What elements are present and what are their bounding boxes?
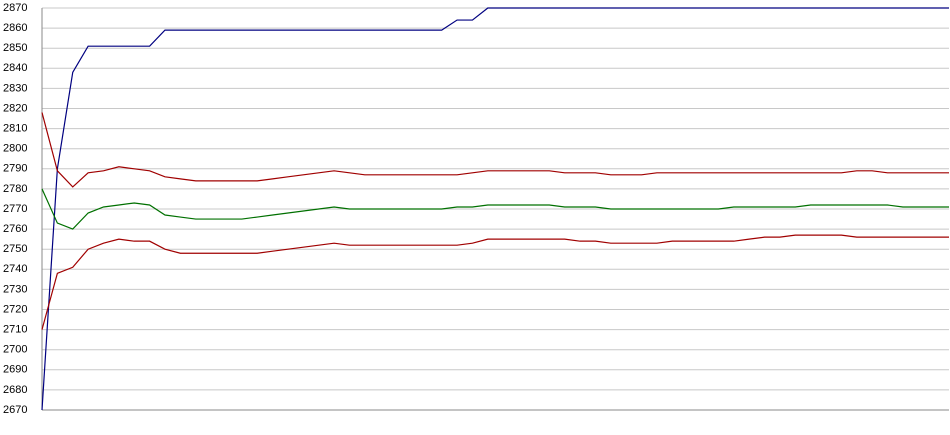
y-tick-label: 2790 <box>3 163 27 175</box>
y-tick-label: 2860 <box>3 22 27 34</box>
y-tick-label: 2870 <box>3 2 27 14</box>
y-tick-label: 2690 <box>3 364 27 376</box>
series-line <box>41 112 949 188</box>
y-tick-label: 2800 <box>3 143 27 155</box>
y-tick-label: 2760 <box>3 223 27 235</box>
y-tick-label: 2770 <box>3 203 27 215</box>
y-tick-label: 2700 <box>3 344 27 356</box>
y-tick-label: 2830 <box>3 82 27 94</box>
y-tick-label: 2780 <box>3 183 27 195</box>
y-tick-label: 2850 <box>3 42 27 54</box>
series-line <box>41 188 949 230</box>
y-tick-label: 2730 <box>3 283 27 295</box>
y-tick-label: 2840 <box>3 62 27 74</box>
y-tick-label: 2670 <box>3 404 27 416</box>
y-tick-label: 2750 <box>3 243 27 255</box>
y-tick-label: 2810 <box>3 123 27 135</box>
series-line <box>41 234 949 330</box>
y-tick-label: 2820 <box>3 102 27 114</box>
series-line <box>41 7 949 411</box>
y-tick-label: 2740 <box>3 263 27 275</box>
y-tick-label: 2710 <box>3 324 27 336</box>
y-tick-label: 2680 <box>3 384 27 396</box>
y-tick-label: 2720 <box>3 303 27 315</box>
